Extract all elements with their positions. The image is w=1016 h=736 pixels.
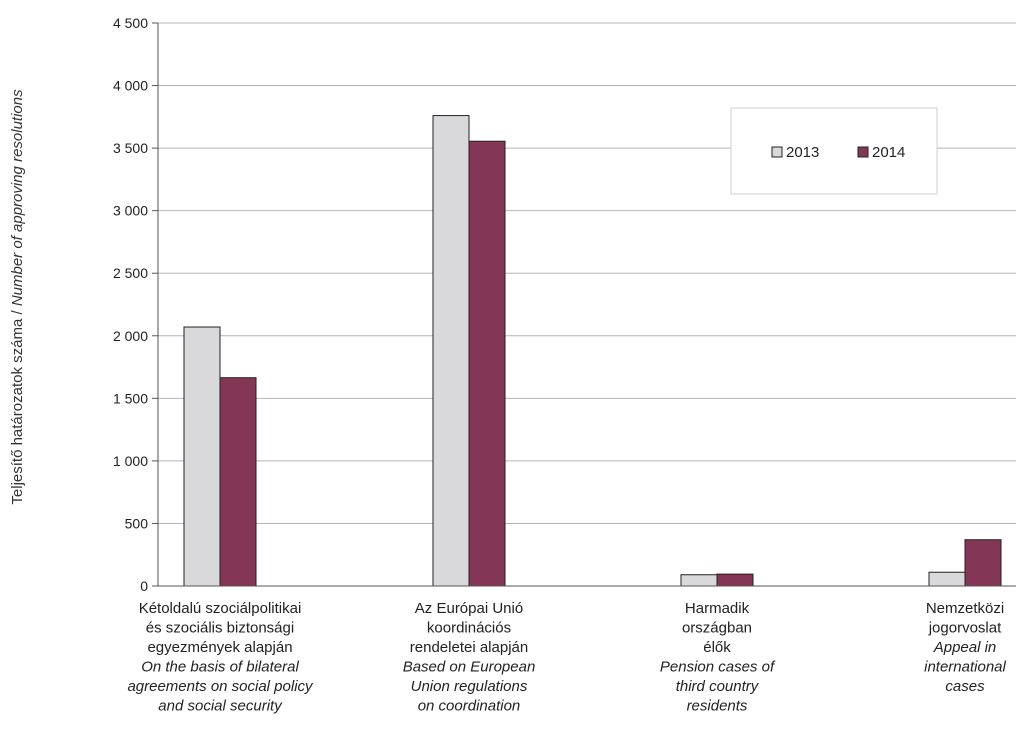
category-label-line: third country <box>676 678 760 695</box>
category-label-line: Appeal in <box>933 639 997 656</box>
category-label-line: Based on European <box>403 659 536 676</box>
legend: 2013 2014 <box>730 107 938 195</box>
y-tick-label: 500 <box>125 515 149 531</box>
category-label-line: élők <box>703 639 731 656</box>
category-label-line: országban <box>682 620 752 637</box>
category-label-line: és szociális biztonsági <box>146 620 294 637</box>
bar-2013-2 <box>432 115 470 587</box>
y-tick-label: 2 500 <box>113 265 148 281</box>
legend-swatch-2013 <box>771 146 783 158</box>
x-axis-labels: Kétoldalú szociálpolitikai és szociális b… <box>127 600 1006 715</box>
y-tick-label: 0 <box>140 578 148 594</box>
category-label-line: Union regulations <box>411 678 528 695</box>
category-label-line: agreements on social policy <box>127 678 314 695</box>
y-axis: 0 500 1 000 1 500 2 000 2 500 3 000 3 500 4 000 4… <box>113 15 159 594</box>
legend-swatch-2014 <box>857 146 869 158</box>
y-axis-label-en: Number of approving resolutions <box>9 89 26 306</box>
category-label-line: cases <box>945 678 985 695</box>
category-label-line: and social security <box>158 698 283 715</box>
y-axis-label-hu: Teljesítő határozatok száma / <box>9 306 26 504</box>
category-label-line: rendeletei alapján <box>410 639 528 656</box>
bar-2014-4 <box>964 539 1002 587</box>
category-label-line: Nemzetközi <box>926 600 1004 617</box>
y-tick-label: 3 000 <box>113 203 148 219</box>
category-label-line: Harmadik <box>685 600 750 617</box>
category-label-line: international <box>924 659 1006 676</box>
bar-2013-4 <box>928 571 966 587</box>
legend-box <box>730 107 938 195</box>
y-tick-label: 2 000 <box>113 328 148 344</box>
bar-2013-3 <box>680 574 718 587</box>
y-tick-label: 3 500 <box>113 140 148 156</box>
category-label-line: residents <box>687 698 748 715</box>
category-label-line: Az Európai Unió <box>415 600 523 617</box>
category-label-line: Pension cases of <box>660 659 776 676</box>
category-label-line: koordinációs <box>427 620 511 637</box>
gridlines <box>158 22 1016 524</box>
category-label-line: on coordination <box>418 698 521 715</box>
category-label-line: On the basis of bilateral <box>141 659 299 676</box>
category-label-line: Kétoldalú szociálpolitikai <box>139 600 302 617</box>
category-label-line: jogorvoslat <box>928 620 1002 637</box>
y-tick-label: 4 500 <box>113 15 148 31</box>
y-tick-label: 1 500 <box>113 390 148 406</box>
bar-2014-2 <box>468 140 506 587</box>
legend-label-2014: 2014 <box>872 144 905 161</box>
y-tick-label: 1 000 <box>113 453 148 469</box>
legend-label-2013: 2013 <box>786 144 819 161</box>
bars <box>158 115 1016 587</box>
bar-2014-1 <box>219 377 257 587</box>
bar-2013-1 <box>183 326 221 587</box>
category-label-line: egyezmények alapján <box>147 639 292 656</box>
y-axis-label: Teljesítő határozatok száma / Number of … <box>9 89 26 505</box>
bar-2014-3 <box>716 573 754 587</box>
y-tick-label: 4 000 <box>113 78 148 94</box>
